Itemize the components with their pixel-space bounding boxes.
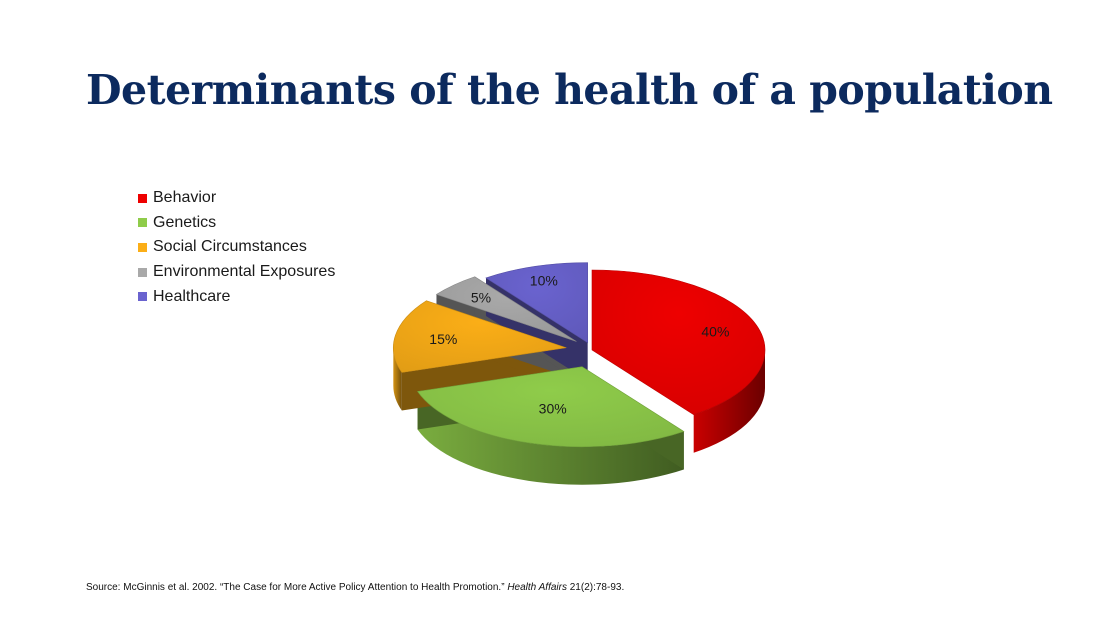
legend-item-behavior: Behavior (138, 186, 335, 211)
legend-label: Genetics (153, 213, 217, 231)
data-label-behavior: 40% (701, 324, 729, 340)
legend-item-environmental-exposures: Environmental Exposures (138, 260, 335, 285)
source-text: Source: McGinnis et al. 2002. “The Case … (86, 582, 508, 593)
data-label-genetics: 30% (539, 401, 567, 417)
legend-swatch (138, 218, 147, 228)
legend-item-healthcare: Healthcare (138, 284, 335, 309)
legend-label: Environmental Exposures (153, 263, 336, 281)
legend-swatch (138, 292, 147, 302)
pie-slice-genetics (417, 366, 685, 448)
legend-item-genetics: Genetics (138, 211, 335, 236)
pie-slice-social-circumstances (393, 300, 567, 373)
legend-swatch (138, 193, 147, 203)
data-label-healthcare: 10% (530, 272, 558, 288)
legend-label: Behavior (153, 189, 217, 207)
legend-label: Healthcare (153, 287, 231, 305)
legend-swatch (138, 267, 147, 277)
pie-slice-behavior (591, 269, 766, 416)
chart-legend: Behavior Genetics Social Circumstances Envi… (138, 186, 335, 309)
data-label-environmental-exposures: 5% (471, 289, 491, 305)
page-title: Determinants of the health of a populati… (86, 66, 1053, 114)
pie-slice-side-genetics (417, 391, 684, 485)
pie-slice-side-social-circumstances (393, 347, 402, 411)
data-label-social-circumstances: 15% (429, 331, 457, 347)
pie-slice-side-behavior (693, 350, 765, 453)
legend-swatch (138, 242, 147, 252)
pie-slice-environmental-exposures (435, 276, 577, 342)
pie-slice-healthcare (485, 262, 588, 344)
legend-item-social-circumstances: Social Circumstances (138, 235, 335, 260)
legend-label: Social Circumstances (153, 238, 307, 256)
source-volume: 21(2):78-93. (566, 582, 625, 593)
source-journal: Health Affairs (507, 582, 567, 593)
source-citation: Source: McGinnis et al. 2002. “The Case … (86, 582, 624, 593)
